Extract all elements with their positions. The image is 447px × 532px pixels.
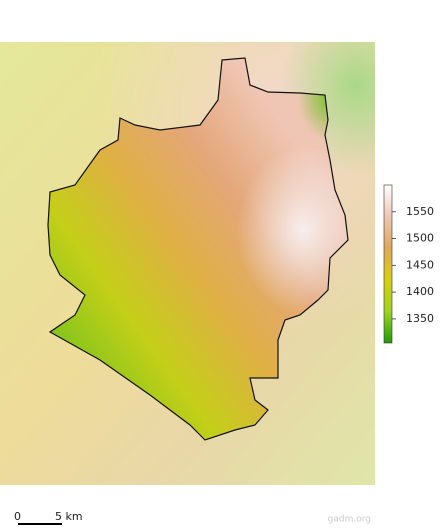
region-outline: [47, 57, 349, 441]
scale-start: 0: [14, 510, 21, 523]
colorbar-tick-label: 1450: [406, 258, 434, 271]
credit: gadm.org: [328, 515, 371, 525]
legend: 1550 1500 1450 1400 1350: [383, 184, 434, 344]
region: [47, 57, 349, 441]
colorbar-tick-label: 1500: [406, 232, 434, 245]
scale-bar: 0 5 km: [14, 510, 83, 525]
scale-end: 5 km: [55, 510, 83, 523]
colorbar: [383, 184, 393, 344]
colorbar-tick-label: 1400: [406, 285, 434, 298]
colorbar-tick-label: 1550: [406, 205, 434, 218]
map: [0, 42, 375, 485]
colorbar-tick-label: 1350: [406, 312, 434, 325]
